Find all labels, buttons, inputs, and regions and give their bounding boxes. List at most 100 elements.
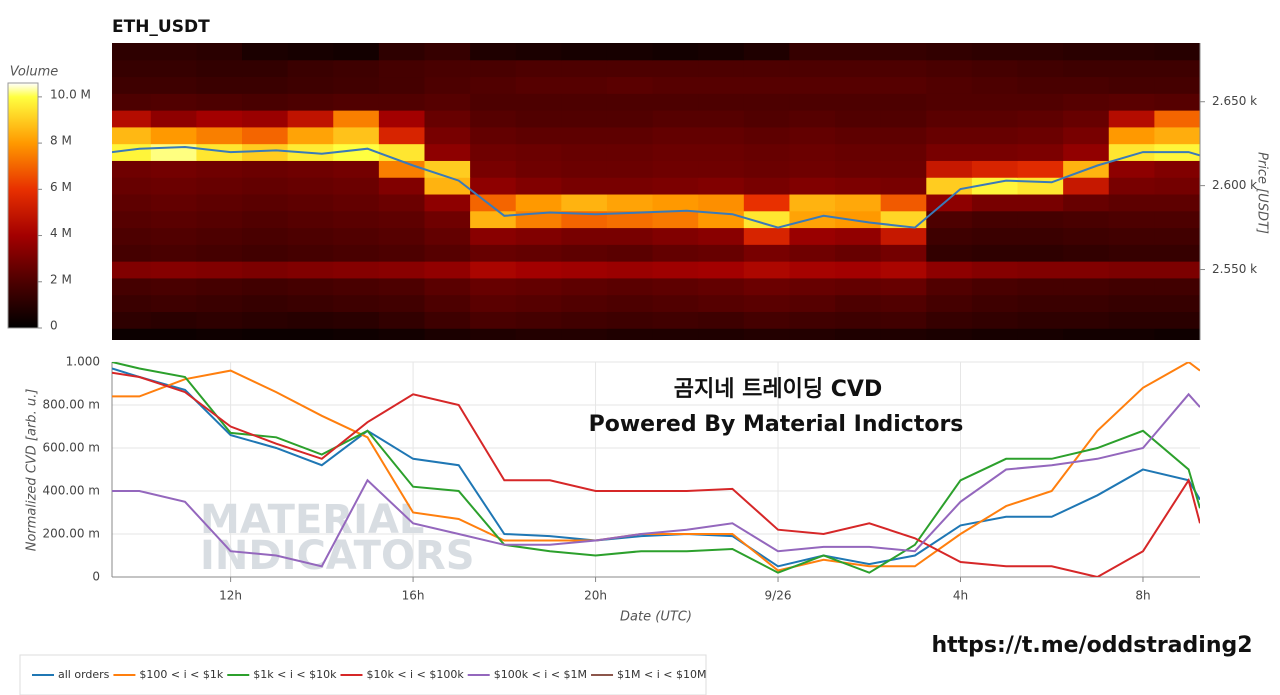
heat-cell xyxy=(112,277,152,296)
heat-cell xyxy=(1108,227,1155,245)
y-tick-label: 400.00 m xyxy=(43,484,101,498)
heat-cell xyxy=(333,277,380,296)
heat-cell xyxy=(880,328,927,340)
heat-cell xyxy=(378,328,425,340)
heat-cell xyxy=(652,93,699,111)
heat-cell xyxy=(470,143,517,161)
heat-cell xyxy=(196,194,243,212)
heat-cell xyxy=(926,261,973,279)
heat-cell xyxy=(150,261,197,279)
heat-cell xyxy=(196,277,243,296)
plot-bg xyxy=(112,362,1200,577)
heat-cell xyxy=(287,244,334,262)
heat-cell xyxy=(880,143,927,161)
heat-cell xyxy=(1154,110,1200,128)
heat-cell xyxy=(1063,277,1110,296)
heat-cell xyxy=(1017,110,1064,128)
heat-cell xyxy=(561,59,608,78)
heat-cell xyxy=(971,227,1019,245)
y-tick-label: 200.00 m xyxy=(43,527,101,541)
heat-cell xyxy=(287,227,334,245)
heat-cell xyxy=(378,177,425,195)
heat-cell xyxy=(880,277,927,296)
heat-cell xyxy=(743,277,790,296)
heat-cell xyxy=(1063,143,1110,161)
x-tick-label: 9/26 xyxy=(765,589,792,603)
x-tick-label: 4h xyxy=(953,589,968,603)
heat-cell xyxy=(287,93,334,111)
heat-cell xyxy=(150,43,197,61)
heat-cell xyxy=(1108,244,1155,262)
heat-cell xyxy=(333,160,380,178)
heat-cell xyxy=(378,59,425,78)
heat-cell xyxy=(424,177,471,195)
heat-cell xyxy=(926,210,973,229)
heat-cell xyxy=(333,126,380,145)
cvd-line xyxy=(112,371,1200,577)
heat-cell xyxy=(1108,177,1155,195)
heat-cell xyxy=(196,261,243,279)
heat-cell xyxy=(926,328,973,340)
heat-cell xyxy=(1017,143,1064,161)
heat-cell xyxy=(698,93,745,111)
heat-cell xyxy=(606,227,654,245)
heat-cell xyxy=(743,311,790,329)
heat-cell xyxy=(424,311,471,329)
heat-cell xyxy=(971,93,1019,111)
heat-cell xyxy=(1063,294,1110,312)
heat-cell xyxy=(242,244,289,262)
colorbar-tick-label: 0 xyxy=(50,319,58,333)
heat-cell xyxy=(561,261,608,279)
heat-cell xyxy=(333,93,380,111)
heat-cell xyxy=(1108,93,1155,111)
heat-cell xyxy=(880,126,927,145)
heat-cell xyxy=(424,277,471,296)
heat-cell xyxy=(287,43,334,61)
heat-cell xyxy=(378,110,425,128)
heat-cell xyxy=(835,143,882,161)
heat-cell xyxy=(333,177,380,195)
heat-cell xyxy=(1108,160,1155,178)
heat-cell xyxy=(1063,244,1110,262)
legend-label: $10k < i < $100k xyxy=(366,668,464,681)
heat-cell xyxy=(971,160,1019,178)
legend-label: $1M < i < $10M xyxy=(617,668,706,681)
heat-cell xyxy=(652,160,699,178)
heat-cell xyxy=(242,261,289,279)
y-axis-label: Price [USDT] xyxy=(1255,152,1270,234)
heat-cell xyxy=(1108,261,1155,279)
heat-cell xyxy=(1154,328,1200,340)
heat-cell xyxy=(926,126,973,145)
heat-cell xyxy=(698,76,745,94)
heat-cell xyxy=(880,110,927,128)
heat-cell xyxy=(926,143,973,161)
heat-cell xyxy=(880,244,927,262)
heat-cell xyxy=(112,93,152,111)
heat-cell xyxy=(1154,261,1200,279)
legend-label: $100 < i < $1k xyxy=(139,668,223,681)
heat-cell xyxy=(470,210,517,229)
heat-cell xyxy=(652,194,699,212)
heat-cell xyxy=(112,328,152,340)
heat-cell xyxy=(561,194,608,212)
heat-cell xyxy=(515,59,562,78)
heat-cell xyxy=(652,311,699,329)
heat-cell xyxy=(515,277,562,296)
heat-cell xyxy=(652,126,699,145)
heat-cell xyxy=(287,110,334,128)
heat-cell xyxy=(287,277,334,296)
heat-cell xyxy=(1108,277,1155,296)
colorbar xyxy=(7,82,39,329)
heat-cell xyxy=(424,160,471,178)
heat-cell xyxy=(196,76,243,94)
heat-cell xyxy=(1017,244,1064,262)
heat-cell xyxy=(470,160,517,178)
heat-cell xyxy=(470,110,517,128)
heat-cell xyxy=(971,143,1019,161)
heat-cell xyxy=(112,194,152,212)
heat-cell xyxy=(743,59,790,78)
heat-cell xyxy=(196,59,243,78)
heat-cell xyxy=(789,160,836,178)
heat-cell xyxy=(926,177,973,195)
heat-cell xyxy=(789,43,836,61)
